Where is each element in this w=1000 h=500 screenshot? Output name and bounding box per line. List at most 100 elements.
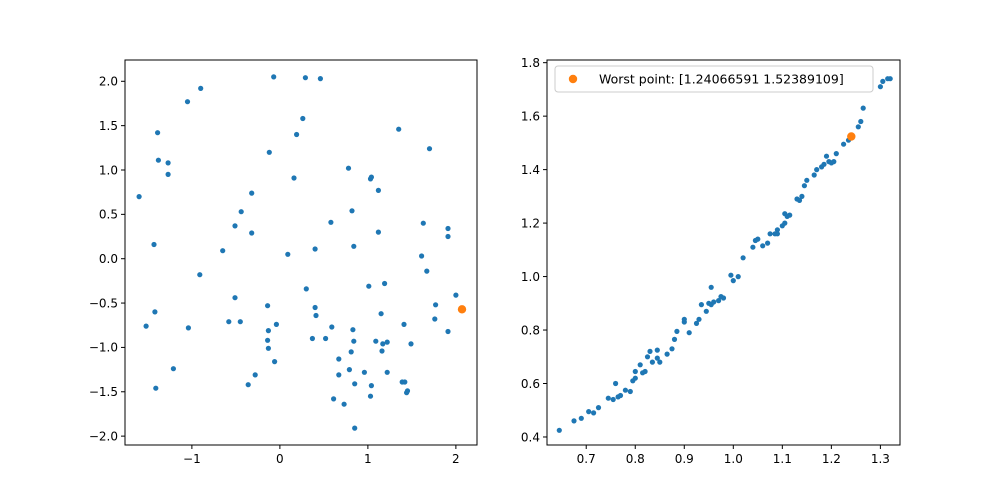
data-point (453, 292, 459, 298)
data-point (880, 78, 886, 84)
worst-point (457, 305, 467, 314)
data-point (300, 115, 306, 122)
data-point (351, 338, 357, 344)
data-point (291, 175, 297, 181)
data-point (860, 105, 866, 111)
data-point (351, 243, 357, 249)
x-tick-label: 0.7 (577, 452, 596, 466)
data-point (271, 74, 277, 80)
data-point (294, 131, 300, 138)
data-point (367, 393, 374, 399)
data-point (556, 427, 562, 433)
legend-marker (568, 74, 578, 84)
data-point (331, 396, 337, 402)
data-point (226, 319, 232, 325)
y-tick-label: 1.4 (521, 163, 540, 177)
data-point (432, 316, 438, 322)
y-tick-label: 0.0 (99, 252, 118, 266)
data-point (198, 85, 204, 91)
data-point (610, 396, 616, 403)
data-point (632, 375, 638, 381)
y-tick-label: −1.5 (89, 385, 118, 399)
data-point (249, 230, 255, 236)
data-point (349, 208, 355, 214)
y-tick-label: 0.5 (99, 208, 118, 222)
data-point (352, 381, 358, 387)
data-point (302, 75, 308, 81)
data-point (711, 299, 717, 305)
data-point (774, 227, 781, 233)
data-point (265, 345, 271, 351)
data-point (245, 382, 251, 388)
data-point (858, 118, 864, 125)
data-point (782, 220, 788, 226)
worst-point (847, 132, 856, 141)
data-point (368, 383, 374, 389)
data-point (328, 219, 334, 225)
data-point (375, 187, 381, 193)
data-point (647, 348, 653, 354)
data-point (445, 233, 451, 240)
data-point (642, 368, 648, 375)
data-point (336, 372, 342, 378)
data-point (184, 99, 191, 105)
data-point (379, 348, 385, 354)
data-point (632, 368, 638, 375)
data-point (605, 395, 611, 401)
data-point (578, 415, 584, 421)
data-point (671, 336, 678, 342)
data-point (571, 418, 577, 424)
data-point (750, 244, 756, 250)
data-point (232, 223, 238, 229)
data-point (396, 126, 402, 132)
data-point (165, 160, 171, 166)
data-point (740, 255, 746, 261)
data-point (312, 246, 318, 252)
y-tick-label: 0.4 (521, 430, 540, 444)
data-point (309, 335, 315, 342)
data-point (266, 149, 272, 155)
data-point (265, 328, 271, 334)
data-point (265, 337, 271, 343)
data-point (445, 328, 451, 335)
data-point (649, 359, 656, 365)
y-tick-label: 1.5 (99, 119, 118, 133)
data-point (350, 327, 356, 333)
data-point (855, 124, 861, 130)
data-point (787, 212, 793, 218)
right-scatter-plot: 0.7 0.8 0.9 1.0 1.1 1.2 1.3 0.4 0.6 0.8 1.0 1.2 1.4 1… (521, 56, 901, 466)
data-point (654, 347, 660, 353)
data-point (774, 231, 781, 237)
data-point (345, 165, 352, 171)
data-point (681, 316, 687, 322)
data-point (346, 367, 352, 373)
data-point (637, 362, 643, 368)
data-point (329, 324, 335, 330)
data-point (735, 274, 741, 280)
data-point (165, 171, 171, 177)
data-point (378, 311, 384, 317)
data-point (674, 328, 680, 334)
data-point (368, 174, 374, 180)
y-tick-label: −1.0 (89, 341, 118, 355)
data-point (799, 193, 805, 199)
data-point (622, 387, 629, 393)
x-tick-label: 1 (364, 452, 372, 466)
data-point (811, 172, 817, 178)
data-point (151, 241, 157, 248)
data-point (153, 385, 159, 391)
y-tick-label: −2.0 (89, 429, 118, 443)
y-tick-label: −0.5 (89, 296, 118, 310)
data-point (366, 283, 372, 289)
data-point (252, 372, 258, 378)
data-point (317, 76, 323, 82)
data-point (760, 243, 766, 249)
data-point (693, 320, 700, 326)
data-point (708, 284, 714, 290)
data-point (433, 302, 439, 308)
y-tick-label: 2.0 (99, 75, 118, 89)
data-point (595, 405, 602, 411)
data-point (143, 323, 149, 329)
axes-frame (124, 59, 478, 446)
